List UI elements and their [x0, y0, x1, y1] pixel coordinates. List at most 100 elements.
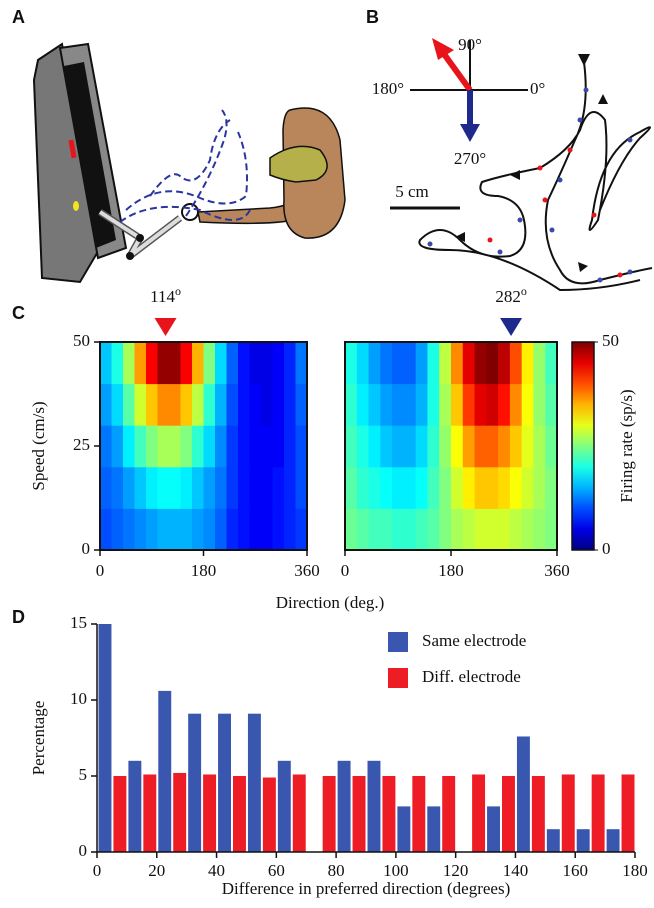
- heatmap-cell: [345, 425, 358, 468]
- heatmap-cell: [415, 508, 428, 551]
- heatmap-cell: [134, 342, 147, 385]
- heatmap-cell: [169, 383, 181, 426]
- heatmap-cell: [462, 383, 476, 426]
- heatmap-cell: [272, 342, 285, 385]
- heatmap-cell: [272, 425, 285, 468]
- heatmap-cell: [345, 342, 358, 385]
- x-tick-label: 120: [443, 861, 469, 880]
- heatmap-cell: [238, 508, 250, 551]
- heatmap-cell: [146, 466, 158, 509]
- heatmap-cell: [451, 508, 464, 551]
- heatmap-cell: [157, 342, 170, 385]
- heatmap-cell: [545, 508, 558, 551]
- heatmap-cell: [226, 508, 239, 551]
- x-axis-label: Direction (deg.): [276, 593, 385, 612]
- y-tick-label: 10: [70, 689, 87, 708]
- heatmap-cell: [356, 383, 370, 426]
- heatmap-cell: [238, 466, 250, 509]
- colorbar-tick-label: 50: [602, 331, 619, 350]
- heatmap-cell: [180, 508, 193, 551]
- bar: [292, 774, 306, 852]
- legend-swatch: [388, 668, 408, 688]
- preferred-direction-marker: [500, 318, 523, 336]
- x-tick-label: 40: [208, 861, 225, 880]
- heatmap-cell: [203, 425, 216, 468]
- bar: [203, 774, 217, 852]
- heatmap-cell: [238, 383, 250, 426]
- preferred-direction-label: 282o: [495, 284, 526, 306]
- y-tick-label: 15: [70, 613, 87, 632]
- heatmap-cell: [226, 466, 239, 509]
- heatmap-cell: [215, 342, 227, 385]
- heatmap-cell: [203, 342, 216, 385]
- bar: [218, 713, 231, 852]
- heatmap-cell: [498, 466, 511, 509]
- heatmap-cell: [203, 466, 216, 509]
- heatmap-cell: [284, 342, 296, 385]
- heatmap-cell: [427, 383, 440, 426]
- x-tick-label: 140: [503, 861, 529, 880]
- heatmap-cell: [238, 425, 250, 468]
- y-tick-label: 25: [73, 435, 90, 454]
- heatmap-cell: [157, 508, 170, 551]
- heatmap-cell: [123, 508, 135, 551]
- heatmap-cell: [180, 466, 193, 509]
- heatmap-cell: [498, 508, 511, 551]
- bar: [502, 776, 515, 852]
- heatmap-cell: [427, 508, 440, 551]
- heatmap-cell: [111, 342, 124, 385]
- heatmap-cell: [226, 383, 239, 426]
- x-tick-label: 0: [93, 861, 102, 880]
- x-tick-label: 60: [268, 861, 285, 880]
- heatmap-cell: [261, 342, 273, 385]
- heatmap-cell: [521, 342, 534, 385]
- heatmap-cell: [249, 508, 262, 551]
- heatmap-cell: [474, 383, 487, 426]
- bar: [337, 760, 351, 852]
- x-tick-label: 360: [294, 561, 320, 580]
- heatmap-cell: [295, 425, 308, 468]
- heatmap-cell: [180, 383, 193, 426]
- bar: [382, 776, 396, 852]
- heatmap-cell: [427, 425, 440, 468]
- label-value: 114: [150, 287, 175, 306]
- heatmap-cell: [392, 508, 405, 551]
- heatmap-cell: [356, 466, 370, 509]
- heatmap-cell: [509, 383, 523, 426]
- heatmap-cell: [134, 425, 147, 468]
- heatmap-cell: [261, 383, 273, 426]
- heatmap-cell: [192, 425, 204, 468]
- x-tick-label: 180: [622, 861, 648, 880]
- heatmap-cell: [203, 508, 216, 551]
- preferred-direction-label: 114o: [150, 284, 181, 306]
- heatmap-cell: [192, 466, 204, 509]
- compass-label: 0°: [530, 79, 545, 98]
- label-value: 282: [495, 287, 521, 306]
- heatmap-cell: [249, 383, 262, 426]
- heatmap-cell: [100, 425, 112, 468]
- heatmap-cell: [226, 425, 239, 468]
- trajectory-panel: 90° 180° 0° 270° 5 cm: [372, 35, 653, 292]
- x-axis-label: Difference in preferred direction (degre…: [222, 879, 511, 898]
- heatmap-cell: [295, 383, 308, 426]
- bar: [606, 829, 620, 852]
- heatmap-cell: [509, 466, 523, 509]
- bar: [442, 776, 456, 852]
- x-tick-label: 0: [96, 561, 105, 580]
- heatmap-cell: [486, 342, 499, 385]
- bar: [262, 777, 276, 852]
- bar: [352, 776, 366, 852]
- heatmap-cell: [451, 383, 464, 426]
- heatmap-cell: [295, 508, 308, 551]
- heatmap-cell: [474, 508, 487, 551]
- heatmap-cell: [439, 342, 452, 385]
- heatmap-cell: [284, 508, 296, 551]
- panel-label: D: [12, 607, 25, 627]
- heatmap-cell: [100, 383, 112, 426]
- heatmap-cell: [486, 425, 499, 468]
- heatmap-cell: [272, 508, 285, 551]
- bar: [233, 776, 246, 852]
- bar: [576, 829, 590, 852]
- x-tick-label: 20: [148, 861, 165, 880]
- x-tick-label: 180: [438, 561, 464, 580]
